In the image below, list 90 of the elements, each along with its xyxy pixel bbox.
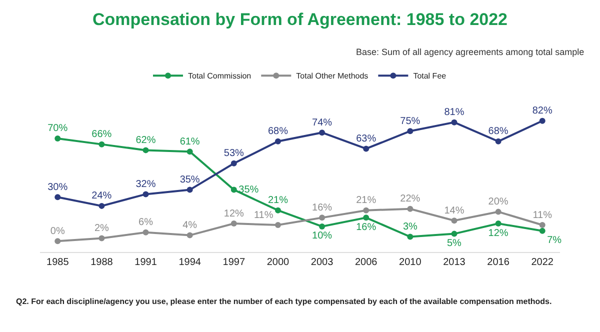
point xyxy=(319,223,326,230)
point xyxy=(98,235,105,242)
x-tick-label: 2000 xyxy=(266,257,290,268)
data-label: 16% xyxy=(312,202,332,214)
text: Q2. For each discipline/agency you use, please enter the number of each type compensated by each of the available compensation methods. xyxy=(16,297,552,306)
legend-label: Total Commission xyxy=(188,72,252,81)
data-label: 14% xyxy=(444,205,464,216)
point xyxy=(230,220,237,227)
point xyxy=(407,206,414,212)
x-tick-label: 1988 xyxy=(90,257,114,268)
point xyxy=(54,194,61,200)
point xyxy=(495,138,502,144)
point xyxy=(98,202,105,209)
data-label: 11% xyxy=(532,210,552,221)
data-label: 68% xyxy=(488,126,508,138)
point xyxy=(54,238,61,244)
point xyxy=(407,128,414,134)
data-label: 32% xyxy=(136,178,156,190)
x-tick-label: 2003 xyxy=(310,257,334,268)
point xyxy=(142,191,149,198)
point xyxy=(363,207,370,214)
x-tick-label: 2010 xyxy=(399,257,422,268)
data-label: 63% xyxy=(356,133,376,144)
point xyxy=(186,186,193,193)
point xyxy=(539,228,546,234)
x-tick-label: 1991 xyxy=(134,257,158,268)
point xyxy=(274,222,281,228)
point xyxy=(54,135,61,142)
point xyxy=(319,214,326,221)
data-label: 61% xyxy=(180,136,200,148)
data-label: 21% xyxy=(356,195,376,206)
data-label: 12% xyxy=(488,228,508,239)
legend-label: Total Fee xyxy=(413,72,447,81)
point xyxy=(186,232,193,238)
point xyxy=(186,148,193,155)
data-label: 68% xyxy=(268,126,288,138)
data-label: 0% xyxy=(50,226,65,237)
point xyxy=(539,222,546,228)
legend-label: Total Other Methods xyxy=(296,72,368,81)
x-tick-label: 1985 xyxy=(46,257,70,268)
point xyxy=(142,229,149,236)
data-label: 2% xyxy=(94,222,110,234)
data-label: 70% xyxy=(48,123,68,134)
data-label: 16% xyxy=(356,222,376,233)
point xyxy=(451,119,458,126)
data-label: 66% xyxy=(92,129,112,140)
data-label: 20% xyxy=(488,196,508,208)
data-label: 82% xyxy=(532,106,552,117)
data-label: 12% xyxy=(224,208,244,220)
data-label: 62% xyxy=(136,134,156,146)
data-label: 35% xyxy=(180,174,200,186)
x-tick-label: 2006 xyxy=(354,257,378,268)
point xyxy=(451,218,458,224)
point xyxy=(230,186,237,193)
chart-subtitle: Base: Sum of all agency agreements among total sample xyxy=(356,47,584,57)
data-label: 53% xyxy=(224,148,244,160)
data-label: 74% xyxy=(312,117,332,128)
point xyxy=(142,147,149,154)
point xyxy=(319,130,326,136)
x-tick-label: 2022 xyxy=(531,257,554,268)
data-label: 6% xyxy=(138,217,154,228)
point xyxy=(98,141,105,148)
data-label: 3% xyxy=(402,222,418,232)
x-tick-label: 2016 xyxy=(487,257,510,268)
data-label: 7% xyxy=(547,235,562,246)
point xyxy=(274,138,281,144)
x-tick-label: 2013 xyxy=(443,257,466,268)
data-label: 75% xyxy=(400,116,420,127)
point xyxy=(495,208,502,215)
data-label: 24% xyxy=(92,190,112,202)
point xyxy=(274,207,281,214)
point xyxy=(495,220,502,227)
x-tick-label: 1994 xyxy=(178,257,202,268)
data-label: 4% xyxy=(182,220,198,232)
data-label: 11% xyxy=(254,210,274,221)
data-label: 5% xyxy=(447,238,462,250)
data-label: 35% xyxy=(238,184,259,196)
point xyxy=(407,234,414,240)
data-label: 21% xyxy=(268,195,288,206)
point xyxy=(230,160,237,166)
x-tick-label: 1997 xyxy=(222,257,246,268)
chart-title: Compensation by Form of Agreement: 1985 to 2022 xyxy=(92,10,508,30)
data-label: 81% xyxy=(444,107,464,118)
data-label: 10% xyxy=(312,230,332,242)
point xyxy=(363,214,370,221)
point xyxy=(363,146,370,152)
point xyxy=(539,118,546,124)
point xyxy=(451,230,458,237)
data-label: 22% xyxy=(400,194,420,205)
data-label: 30% xyxy=(48,182,68,193)
